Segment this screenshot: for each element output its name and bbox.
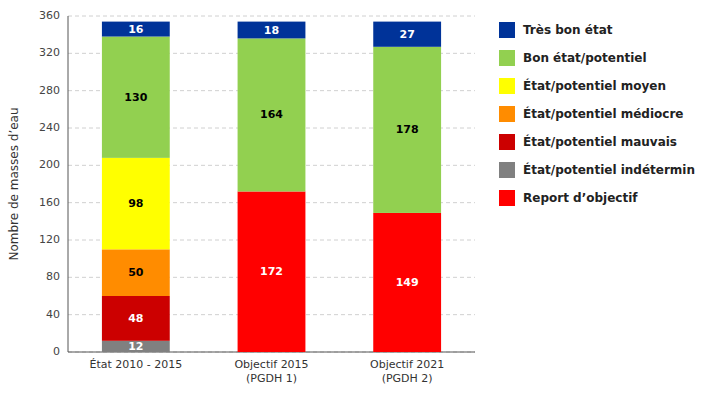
bar-segment [102, 22, 170, 37]
bar-segment [238, 22, 306, 39]
legend-label: Très bon état [523, 23, 613, 37]
legend-swatch [499, 106, 515, 122]
x-tick-label: État 2010 - 2015 [89, 358, 182, 371]
legend-swatch [499, 162, 515, 178]
data-label: 164 [260, 108, 283, 121]
data-label: 98 [128, 197, 143, 210]
y-tick-label: 240 [39, 121, 60, 134]
data-label: 50 [128, 266, 144, 279]
data-label: 149 [396, 276, 419, 289]
data-label: 178 [396, 123, 419, 136]
y-tick-label: 320 [39, 46, 60, 59]
y-tick-label: 200 [39, 158, 60, 171]
data-label: 12 [128, 340, 143, 353]
y-axis-label: Nombre de masses d’eau [7, 107, 21, 260]
legend-label: État/potentiel médiocre [523, 106, 683, 121]
x-tick-label: Objectif 2021(PGDH 2) [370, 358, 444, 385]
axes: 0 40 80 120 160 200 240 280 320 360 État 2010 - 20… [39, 9, 475, 385]
legend-swatch [499, 134, 515, 150]
data-label: 27 [400, 28, 415, 41]
legend-label: État/potentiel indétermin [523, 162, 695, 177]
legend-label: État/potentiel moyen [523, 78, 666, 93]
bar-segment [373, 22, 441, 47]
bar-segment [102, 341, 170, 352]
data-label: 18 [264, 24, 279, 37]
grid [68, 16, 475, 352]
legend-swatch [499, 22, 515, 38]
grid-line [68, 16, 475, 17]
y-tick-label: 80 [46, 270, 60, 283]
legend-swatch [499, 78, 515, 94]
data-label: 48 [128, 312, 143, 325]
bar-segment [102, 296, 170, 341]
data-labels: 172 149 12 48 50 98 130 164 178 16 18 27 [124, 23, 418, 353]
bars [102, 22, 441, 352]
chart: 0 40 80 120 160 200 240 280 320 360 État 2010 - 20… [0, 0, 725, 404]
legend-swatch [499, 50, 515, 66]
data-label: 172 [260, 265, 283, 278]
data-label: 16 [128, 23, 144, 36]
legend-label: État/potentiel mauvais [523, 134, 677, 149]
legend: Très bon état Bon état/potentiel État/pote… [499, 22, 695, 206]
y-axis-line [68, 16, 69, 352]
y-tick-label: 280 [39, 84, 60, 97]
legend-swatch [499, 190, 515, 206]
y-tick-label: 40 [46, 308, 60, 321]
bar-segment [102, 37, 170, 158]
x-tick-label: Objectif 2015(PGDH 1) [234, 358, 308, 385]
bar-segment [373, 213, 441, 352]
y-tick-label: 120 [39, 233, 60, 246]
bar-segment [373, 47, 441, 213]
legend-label: Bon état/potentiel [523, 51, 647, 65]
y-tick-label: 0 [53, 345, 60, 358]
bar-segment [238, 38, 306, 191]
legend-label: Report d’objectif [523, 191, 638, 205]
bar-segment [102, 249, 170, 296]
bar-segment [102, 158, 170, 249]
bar-segment [238, 191, 306, 352]
y-tick-label: 160 [39, 196, 60, 209]
data-label: 130 [124, 91, 147, 104]
y-tick-label: 360 [39, 9, 60, 22]
